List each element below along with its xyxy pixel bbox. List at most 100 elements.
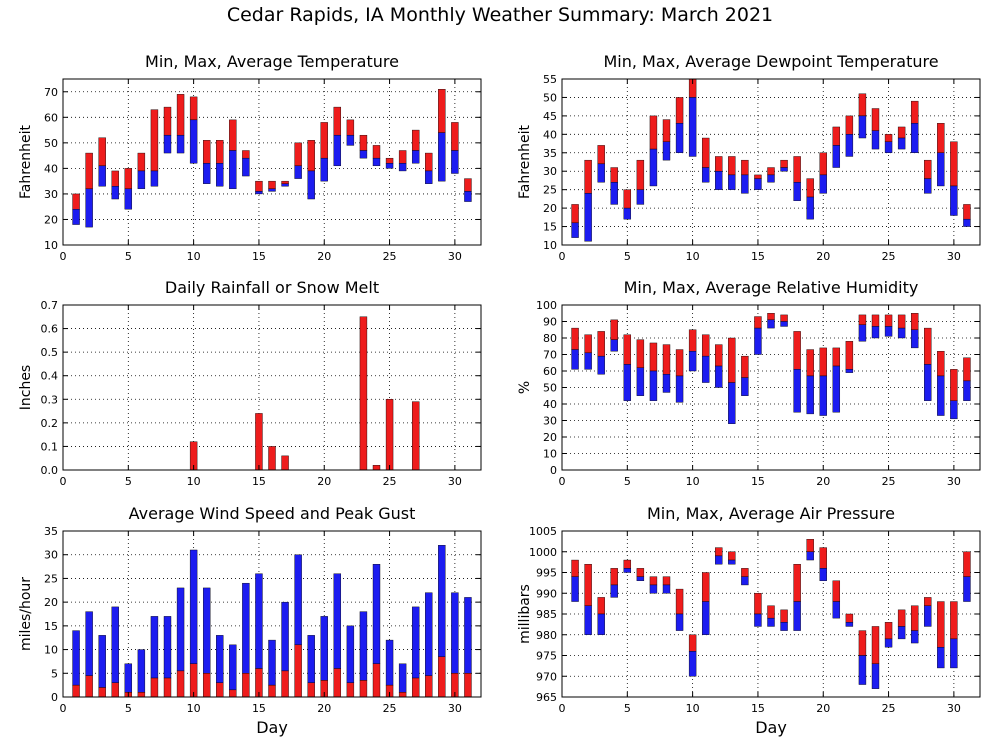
bar-upper-day-19: [806, 178, 814, 198]
x-tick-label: 20: [816, 250, 830, 263]
gust-bar-day-31: [464, 597, 472, 674]
x-tick-label: 15: [751, 250, 765, 263]
bar-lower-day-15: [754, 613, 762, 627]
bar-lower-day-28: [924, 605, 932, 627]
gust-bar-day-10: [189, 549, 198, 665]
bar-lower-day-26: [897, 626, 906, 640]
x-tick-label: 10: [187, 702, 201, 715]
bar-upper-day-12: [715, 156, 723, 172]
y-tick-label: 965: [536, 691, 557, 704]
gust-bar-day-30: [451, 592, 459, 674]
bar-upper-day-22: [845, 115, 854, 135]
bar-lower-day-5: [623, 364, 632, 401]
bar-lower-day-28: [924, 178, 932, 194]
y-tick-label: 70: [543, 349, 557, 362]
wind-bar-day-13: [229, 689, 237, 698]
gust-bar-day-6: [137, 649, 146, 693]
bar-upper-day-15: [255, 180, 263, 192]
bar-lower-day-28: [924, 364, 932, 401]
gust-bar-day-3: [98, 635, 106, 688]
bar-lower-day-19: [307, 170, 315, 200]
y-tick-label: 35: [543, 147, 557, 160]
bar-upper-day-28: [425, 152, 433, 172]
gust-bar-day-2: [85, 611, 93, 676]
bar-lower-day-18: [793, 601, 801, 631]
gust-bar-day-11: [202, 587, 211, 674]
bar-upper-day-26: [897, 126, 906, 139]
bar-lower-day-30: [950, 400, 958, 420]
bar-upper-day-28: [924, 159, 932, 179]
bar-lower-day-28: [425, 170, 433, 184]
bar-upper-day-13: [728, 156, 736, 176]
bar-lower-day-6: [636, 576, 645, 582]
bar-lower-day-20: [819, 375, 827, 416]
x-tick-label: 25: [882, 702, 896, 715]
bar-upper-day-8: [662, 576, 671, 586]
gust-bar-day-9: [176, 587, 185, 672]
y-tick-label: 50: [44, 137, 58, 150]
bar-upper-day-12: [715, 344, 723, 367]
wind-bar-day-12: [216, 682, 224, 698]
x-tick-label: 15: [751, 475, 765, 488]
y-tick-label: 20: [44, 213, 58, 226]
bar-lower-day-3: [597, 613, 605, 635]
y-tick-label: 30: [543, 415, 557, 428]
bar-lower-day-17: [780, 321, 788, 327]
bar-upper-day-11: [202, 140, 211, 164]
bar-lower-day-24: [372, 157, 381, 167]
y-axis-label: %: [517, 381, 533, 394]
precip-bar-day-23: [359, 316, 368, 471]
bar-upper-day-3: [597, 145, 605, 165]
gust-bar-day-24: [372, 564, 381, 665]
x-axis-label: Day: [256, 718, 288, 737]
y-tick-label: 30: [543, 165, 557, 178]
bar-upper-day-26: [897, 609, 906, 627]
bar-upper-day-13: [229, 119, 237, 151]
bar-upper-day-20: [819, 547, 827, 569]
x-tick-label: 25: [882, 250, 896, 263]
x-tick-label: 20: [816, 475, 830, 488]
bar-upper-day-17: [281, 180, 289, 184]
plot-frame: [62, 78, 482, 246]
bar-upper-day-8: [662, 119, 671, 142]
bar-upper-day-30: [950, 601, 958, 640]
y-tick-label: 50: [543, 382, 557, 395]
bar-lower-day-5: [623, 207, 632, 220]
bar-lower-day-22: [845, 622, 854, 627]
x-tick-label: 20: [317, 475, 331, 488]
bar-upper-day-4: [610, 167, 618, 183]
bar-upper-day-29: [937, 601, 945, 648]
bar-lower-day-22: [845, 134, 854, 157]
x-tick-label: 30: [947, 702, 961, 715]
bar-lower-day-20: [320, 157, 328, 182]
bar-lower-day-3: [597, 355, 605, 375]
gust-bar-day-29: [438, 545, 446, 657]
wind-bar-day-17: [281, 670, 289, 698]
gust-bar-day-1: [72, 630, 80, 686]
x-tick-label: 0: [60, 250, 67, 263]
chart-humidity: 0 10 20 30 40 50 60 70 80 90 100 0 5 10 15 20 25 30 Min, M…: [517, 278, 981, 488]
y-tick-label: 25: [543, 184, 557, 197]
bar-lower-day-31: [963, 218, 971, 227]
chart-title: Average Wind Speed and Peak Gust: [129, 504, 416, 523]
bar-lower-day-11: [701, 601, 710, 635]
x-tick-label: 10: [187, 250, 201, 263]
x-tick-label: 15: [252, 702, 266, 715]
chart-temperature: 10 20 30 40 50 60 70 0 5 10 15 20 25 30 Min, Max, Aver…: [18, 52, 482, 263]
bar-upper-day-12: [715, 547, 723, 557]
gust-bar-day-14: [242, 582, 250, 674]
wind-bar-day-3: [98, 687, 106, 698]
bar-upper-day-31: [963, 551, 971, 577]
wind-bar-day-24: [372, 663, 381, 698]
y-tick-label: 20: [543, 431, 557, 444]
x-tick-label: 0: [559, 250, 566, 263]
y-tick-label: 0.5: [41, 346, 59, 359]
wind-bar-day-26: [398, 692, 407, 698]
bar-lower-day-5: [124, 188, 133, 210]
bar-upper-day-25: [385, 157, 394, 164]
bar-lower-day-11: [701, 167, 710, 183]
bar-upper-day-14: [741, 159, 749, 176]
chart-title: Min, Max, Average Air Pressure: [647, 504, 895, 523]
y-axis-label: miles/hour: [18, 577, 34, 651]
wind-bar-day-29: [438, 656, 446, 698]
